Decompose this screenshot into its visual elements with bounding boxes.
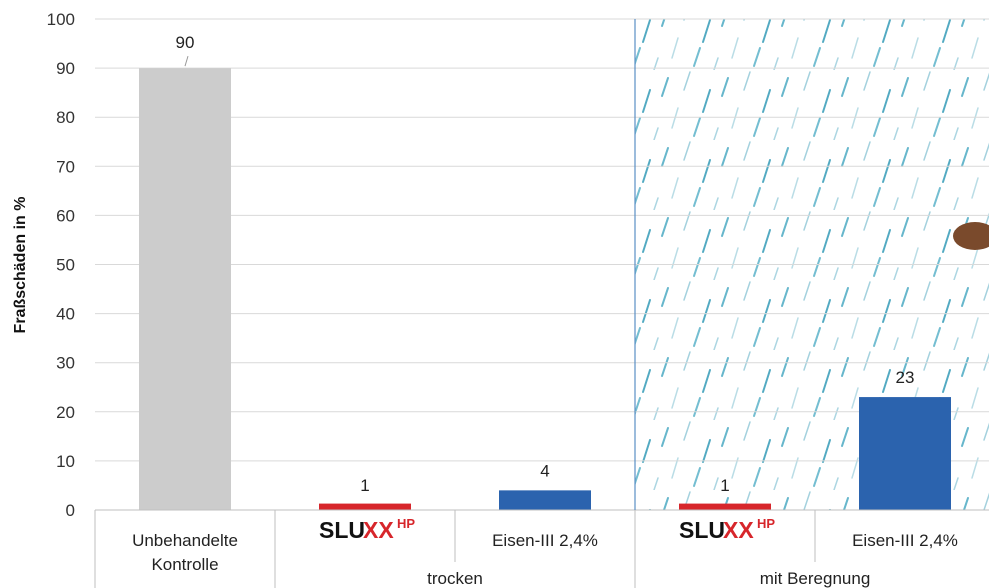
data-label: 23 [896,368,915,387]
y-tick-label: 40 [56,305,75,324]
category-label: Eisen-III 2,4% [492,531,598,550]
data-label-leader [184,55,189,67]
y-tick-label: 30 [56,354,75,373]
data-label: 4 [540,461,549,480]
logo-text-hp: HP [757,516,775,531]
category-label: Eisen-III 2,4% [852,531,958,550]
bar [139,68,231,510]
group-label: mit Beregnung [760,569,871,588]
y-axis-label: Fraßschäden in % [12,197,29,334]
bar [319,503,411,510]
group-label: trocken [427,569,483,588]
y-tick-label: 100 [47,10,75,29]
category-label: Unbehandelte [132,531,238,550]
x-axis [94,509,989,588]
data-label: 1 [360,476,369,495]
y-tick-label: 80 [56,108,75,127]
y-tick-label: 90 [56,59,75,78]
bar [679,503,771,510]
gridlines [95,18,989,462]
bars [139,68,951,510]
group-labels: trocken mit Beregnung [427,569,870,588]
y-tick-label: 60 [56,206,75,225]
data-label: 90 [176,33,195,52]
data-label: 1 [720,476,729,495]
logo-text: SLU [319,517,365,543]
logo-text: SLU [679,517,725,543]
logo-text-hp: HP [397,516,415,531]
logo-text-xx: XX [363,517,394,543]
category-label: Kontrolle [151,555,218,574]
y-axis-ticks: 0 10 20 30 40 50 60 70 80 90 100 [47,10,75,520]
y-tick-label: 10 [56,452,75,471]
data-labels: 90 1 4 1 23 [176,33,915,495]
y-tick-label: 70 [56,157,75,176]
bar [859,397,951,510]
y-tick-label: 20 [56,403,75,422]
logo-text-xx: XX [723,517,754,543]
y-tick-label: 50 [56,256,75,275]
bar [499,490,591,510]
y-tick-label: 0 [66,501,75,520]
slug-image [953,222,989,250]
